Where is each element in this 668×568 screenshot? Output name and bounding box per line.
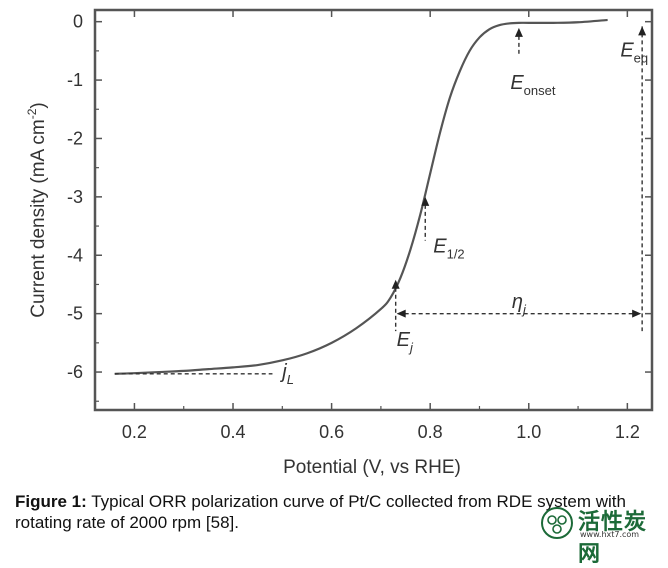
watermark-logo-icon (541, 507, 573, 539)
caption-text: Typical ORR polarization curve of Pt/C c… (15, 492, 626, 532)
annotation-label: Eonset (510, 72, 556, 98)
half-wave-marker-arrow (421, 196, 430, 206)
annotation-main: j (279, 361, 287, 383)
annotation-sub: j (521, 302, 527, 317)
onset-marker-arrow (514, 27, 523, 37)
y-tick-label: -4 (67, 245, 83, 265)
annotation-sub: 1/2 (447, 246, 465, 261)
x-tick-label: 0.4 (221, 422, 246, 442)
x-tick-label: 1.0 (516, 422, 541, 442)
y-tick-label: -1 (67, 70, 83, 90)
x-tick-label: 0.6 (319, 422, 344, 442)
y-axis-label-end: ) (28, 102, 49, 108)
annotation-main: η (512, 291, 523, 313)
x-tick-label: 0.2 (122, 422, 147, 442)
annotation-main: E (510, 72, 524, 94)
annotation-label: Eeq (620, 40, 648, 66)
annotation-sub: j (408, 340, 414, 355)
x-tick-labels: 0.2 0.4 0.6 0.8 1.0 1.2 (122, 422, 640, 442)
y-tick-label: -5 (67, 304, 83, 324)
y-tick-label: 0 (73, 12, 83, 32)
y-tick-label: -2 (67, 128, 83, 148)
annotation-main: E (620, 40, 634, 62)
x-axis-label: Potential (V, vs RHE) (283, 457, 461, 478)
annotation-label: ηj (512, 291, 527, 317)
overpotential-arrow-right (632, 309, 642, 318)
polarization-chart: 0.2 0.4 0.6 0.8 1.0 1.2 0-1-2-3-4-5-6 EonsetE… (25, 8, 654, 478)
overpotential-arrow-left (396, 309, 406, 318)
annotation-main: E (397, 329, 411, 351)
x-tick-label: 0.8 (418, 422, 443, 442)
plot-frame (93, 8, 654, 412)
y-axis-label-main: Current density (mA cm (28, 119, 49, 318)
figure-caption: Figure 1: Typical ORR polarization curve… (15, 491, 660, 533)
x-tick-label: 1.2 (615, 422, 640, 442)
caption-label: Figure 1: (15, 492, 87, 511)
annotation-markers (114, 26, 647, 375)
y-axis-label: Current density (mA cm-2) (25, 102, 49, 318)
ej-marker-arrow (391, 279, 400, 289)
annotation-label: jL (279, 361, 294, 387)
watermark-url: www.hxt7.com (580, 530, 640, 539)
y-axis-label-sup: -2 (25, 108, 39, 119)
annotation-sub: eq (634, 51, 648, 66)
y-tick-label: -6 (67, 362, 83, 382)
eq-marker-arrow (638, 26, 647, 36)
axis-ticks (95, 10, 652, 410)
polarization-curve (114, 18, 608, 375)
annotation-label: E1/2 (433, 235, 464, 261)
annotation-main: E (433, 235, 447, 257)
y-tick-label: -3 (67, 187, 83, 207)
watermark: 活性炭网 www.hxt7.com (540, 504, 666, 567)
annotation-label: Ej (397, 329, 414, 355)
annotation-sub: L (287, 372, 294, 387)
annotation-sub: onset (524, 83, 556, 98)
y-tick-labels: 0 -1 -2 -3 -4 -5 -6 (67, 12, 83, 382)
chart-frame (93, 8, 654, 412)
